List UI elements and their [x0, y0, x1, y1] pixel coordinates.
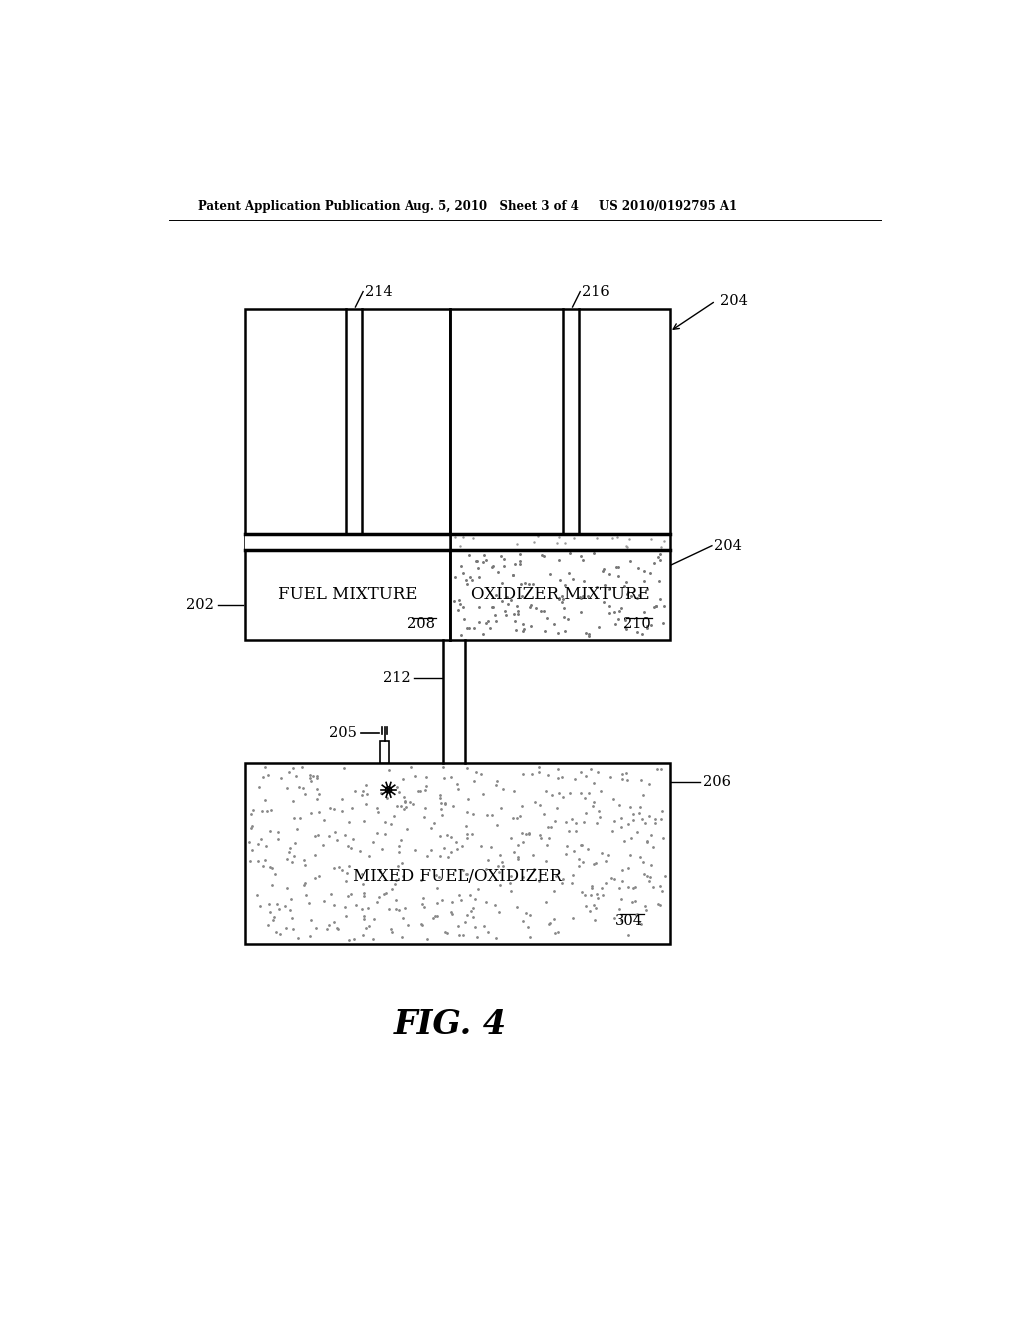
Text: 204: 204: [720, 294, 748, 308]
Text: OXIDIZER MIXTURE: OXIDIZER MIXTURE: [470, 586, 649, 603]
Text: US 2010/0192795 A1: US 2010/0192795 A1: [599, 201, 737, 214]
Text: 212: 212: [383, 671, 411, 685]
Text: 208: 208: [407, 618, 435, 631]
Text: 202: 202: [185, 598, 214, 612]
Text: 210: 210: [623, 618, 650, 631]
Text: 216: 216: [582, 285, 609, 298]
Text: 205: 205: [329, 726, 357, 739]
Text: FUEL MIXTURE: FUEL MIXTURE: [278, 586, 417, 603]
Text: Aug. 5, 2010   Sheet 3 of 4: Aug. 5, 2010 Sheet 3 of 4: [403, 201, 579, 214]
Bar: [245, 763, 670, 944]
Text: FIG. 4: FIG. 4: [393, 1008, 507, 1041]
Bar: [451, 309, 670, 640]
Bar: [245, 535, 451, 549]
Text: 204: 204: [714, 539, 742, 553]
Text: 304: 304: [614, 913, 643, 928]
Text: 214: 214: [365, 285, 392, 298]
Text: MIXED FUEL/OXIDIZER: MIXED FUEL/OXIDIZER: [352, 869, 561, 884]
Text: Patent Application Publication: Patent Application Publication: [199, 201, 400, 214]
Bar: [380, 741, 389, 763]
Text: 206: 206: [702, 775, 731, 789]
Bar: [245, 309, 451, 640]
